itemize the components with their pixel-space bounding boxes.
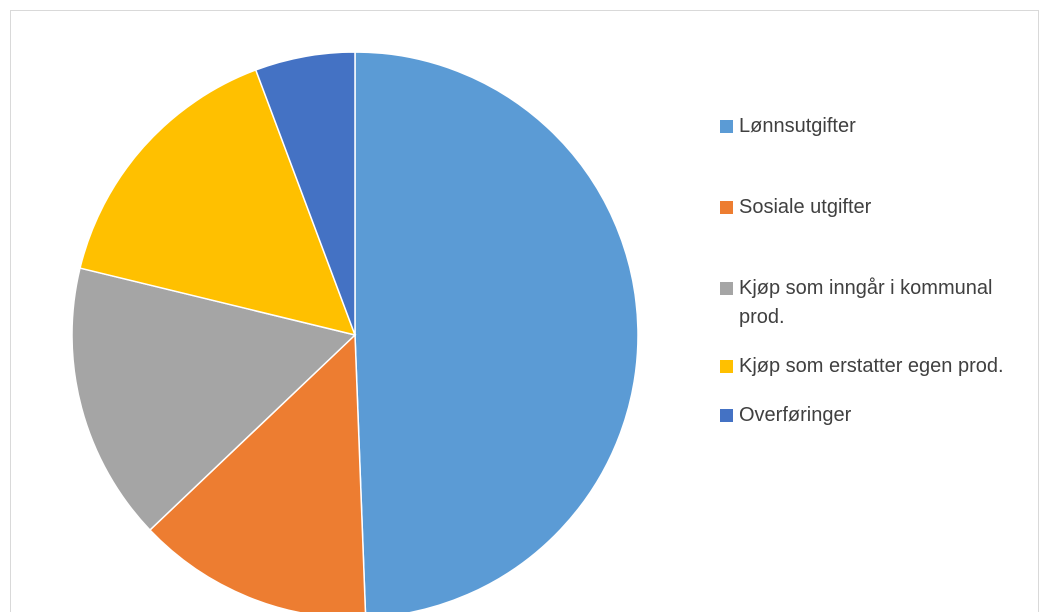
pie-slice: [71, 267, 357, 532]
legend-item: Kjøp som inngår i kommunal prod.: [720, 274, 1020, 332]
legend-item: Kjøp som erstatter egen prod.: [720, 352, 1020, 381]
legend-label: Kjøp som inngår i kommunal prod.: [739, 277, 993, 328]
pie-slice: [148, 333, 367, 612]
chart-border: [10, 10, 1039, 612]
legend-label: Kjøp som erstatter egen prod.: [739, 355, 1004, 377]
legend-label: Sosiale utgifter: [739, 196, 872, 218]
legend-swatch: [720, 409, 733, 422]
legend-item: Sosiale utgifter: [720, 193, 1020, 222]
legend-label: Lønnsutgifter: [739, 115, 856, 137]
legend-swatch: [720, 282, 733, 295]
legend-swatch: [720, 120, 733, 133]
legend-label: Overføringer: [739, 404, 852, 426]
legend-item: Overføringer: [720, 401, 1020, 430]
legend-swatch: [720, 201, 733, 214]
legend: Lønnsutgifter Sosiale utgifter Kjøp som in…: [720, 112, 1020, 430]
pie-slice: [79, 68, 357, 337]
pie-slice: [254, 51, 356, 336]
legend-item: Lønnsutgifter: [720, 112, 1020, 141]
legend-swatch: [720, 360, 733, 373]
pie-slice: [354, 51, 639, 612]
